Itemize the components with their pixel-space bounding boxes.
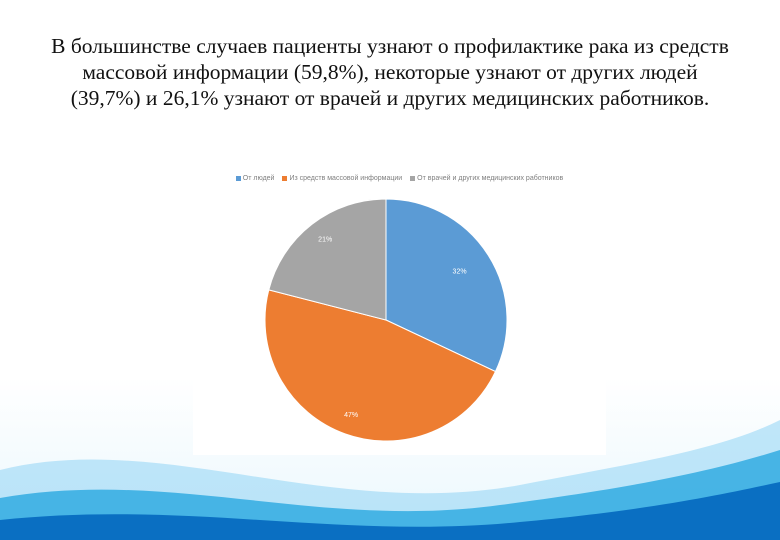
chart-legend: От людей Из средств массовой информации … [193,175,606,182]
decorative-waves [0,420,780,540]
slide-title: В большинстве случаев пациенты узнают о … [51,34,729,110]
slice-doctors [268,198,387,321]
pie-chart: От людей Из средств массовой информации … [193,165,606,455]
slice-people [385,198,508,373]
legend-label-people: От людей [242,175,275,182]
legend-swatch-media [282,176,288,181]
legend-label-doctors: От врачей и других медицинских работнико… [417,175,564,182]
legend-item-doctors: От врачей и других медицинских работнико… [410,175,563,182]
slice-media [264,289,497,442]
data-label-people: 32% [453,268,467,275]
legend-swatch-doctors [410,176,416,181]
data-label-doctors: 21% [318,237,332,244]
legend-item-media: Из средств массовой информации [282,175,402,182]
data-label-media: 47% [344,412,358,419]
wave-dark [0,482,780,540]
legend-swatch-people [235,176,241,181]
legend-item-people: От людей [235,175,275,182]
pie-plot-area: 32% 47% 21% [264,198,508,442]
legend-label-media: Из средств массовой информации [289,175,403,182]
